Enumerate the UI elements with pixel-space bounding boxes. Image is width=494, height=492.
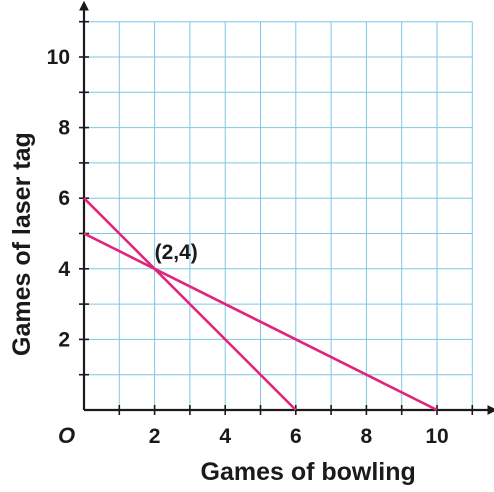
series bbox=[83, 197, 438, 412]
x-tick-label: 2 bbox=[149, 425, 161, 448]
ticks: 2 4 6 8 10 2 4 6 8 10 bbox=[47, 20, 474, 448]
annotations: (2,4) bbox=[155, 241, 198, 264]
labels: O Games of bowling Games of laser tag bbox=[8, 132, 416, 486]
series-line bbox=[83, 232, 438, 412]
axes bbox=[79, 0, 494, 415]
y-tick-label: 6 bbox=[58, 187, 70, 210]
x-tick-label: 4 bbox=[219, 425, 231, 448]
y-tick-label: 8 bbox=[58, 117, 70, 140]
grid bbox=[84, 21, 473, 410]
point-annotation: (2,4) bbox=[155, 241, 198, 264]
origin-label: O bbox=[58, 423, 75, 448]
y-tick-label: 2 bbox=[58, 328, 70, 351]
y-axis-title: Games of laser tag bbox=[8, 132, 36, 356]
x-tick-label: 8 bbox=[361, 425, 373, 448]
x-axis-title: Games of bowling bbox=[201, 458, 416, 486]
y-tick-label: 10 bbox=[47, 46, 70, 69]
x-tick-label: 6 bbox=[290, 425, 302, 448]
series-line bbox=[83, 197, 297, 411]
x-tick-label: 10 bbox=[425, 425, 448, 448]
y-tick-label: 4 bbox=[58, 258, 70, 281]
